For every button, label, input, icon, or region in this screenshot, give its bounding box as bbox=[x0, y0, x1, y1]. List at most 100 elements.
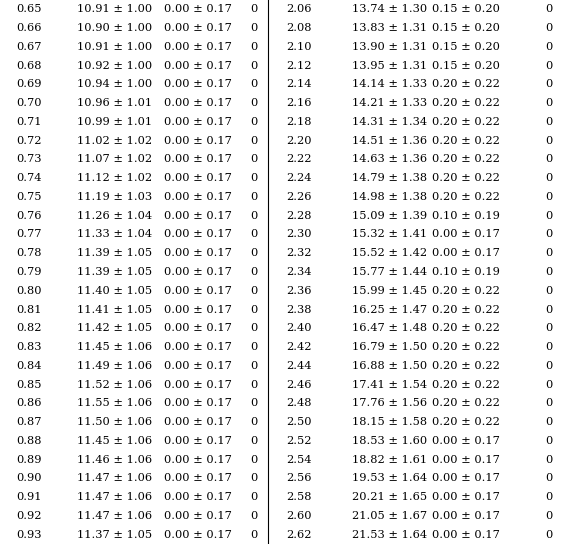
Text: 0: 0 bbox=[251, 492, 258, 502]
Text: 10.90 ± 1.00: 10.90 ± 1.00 bbox=[77, 23, 153, 33]
Text: 0: 0 bbox=[546, 135, 553, 146]
Text: 11.47 ± 1.06: 11.47 ± 1.06 bbox=[77, 473, 153, 484]
Text: 2.06: 2.06 bbox=[287, 4, 312, 14]
Text: 0: 0 bbox=[251, 511, 258, 521]
Text: 2.44: 2.44 bbox=[287, 361, 312, 371]
Text: 0: 0 bbox=[251, 267, 258, 277]
Text: 0.85: 0.85 bbox=[16, 380, 42, 390]
Text: 10.99 ± 1.01: 10.99 ± 1.01 bbox=[77, 117, 153, 127]
Text: 0.00 ± 0.17: 0.00 ± 0.17 bbox=[432, 455, 500, 465]
Text: 0.00 ± 0.17: 0.00 ± 0.17 bbox=[164, 79, 232, 89]
Text: 15.52 ± 1.42: 15.52 ± 1.42 bbox=[352, 248, 427, 258]
Text: 0.20 ± 0.22: 0.20 ± 0.22 bbox=[432, 417, 500, 427]
Text: 0: 0 bbox=[546, 4, 553, 14]
Text: 0.20 ± 0.22: 0.20 ± 0.22 bbox=[432, 135, 500, 146]
Text: 0.72: 0.72 bbox=[16, 135, 42, 146]
Text: 0: 0 bbox=[546, 79, 553, 89]
Text: 2.28: 2.28 bbox=[287, 211, 312, 221]
Text: 0.76: 0.76 bbox=[16, 211, 42, 221]
Text: 0.00 ± 0.17: 0.00 ± 0.17 bbox=[164, 455, 232, 465]
Text: 13.90 ± 1.31: 13.90 ± 1.31 bbox=[352, 42, 427, 52]
Text: 0: 0 bbox=[251, 23, 258, 33]
Text: 0: 0 bbox=[251, 79, 258, 89]
Text: 14.31 ± 1.34: 14.31 ± 1.34 bbox=[352, 117, 427, 127]
Text: 0: 0 bbox=[546, 286, 553, 296]
Text: 0.92: 0.92 bbox=[16, 511, 42, 521]
Text: 11.19 ± 1.03: 11.19 ± 1.03 bbox=[77, 192, 153, 202]
Text: 0: 0 bbox=[546, 117, 553, 127]
Text: 0.00 ± 0.17: 0.00 ± 0.17 bbox=[164, 98, 232, 108]
Text: 0.00 ± 0.17: 0.00 ± 0.17 bbox=[164, 342, 232, 352]
Text: 0.78: 0.78 bbox=[16, 248, 42, 258]
Text: 2.14: 2.14 bbox=[287, 79, 312, 89]
Text: 2.26: 2.26 bbox=[287, 192, 312, 202]
Text: 0.00 ± 0.17: 0.00 ± 0.17 bbox=[432, 436, 500, 446]
Text: 0.20 ± 0.22: 0.20 ± 0.22 bbox=[432, 173, 500, 183]
Text: 0: 0 bbox=[546, 323, 553, 333]
Text: 0.00 ± 0.17: 0.00 ± 0.17 bbox=[164, 323, 232, 333]
Text: 0.20 ± 0.22: 0.20 ± 0.22 bbox=[432, 117, 500, 127]
Text: 0.20 ± 0.22: 0.20 ± 0.22 bbox=[432, 305, 500, 314]
Text: 0: 0 bbox=[251, 117, 258, 127]
Text: 13.74 ± 1.30: 13.74 ± 1.30 bbox=[352, 4, 427, 14]
Text: 0.00 ± 0.17: 0.00 ± 0.17 bbox=[164, 60, 232, 71]
Text: 0: 0 bbox=[546, 211, 553, 221]
Text: 0.80: 0.80 bbox=[16, 286, 42, 296]
Text: 2.22: 2.22 bbox=[287, 154, 312, 164]
Text: 11.41 ± 1.05: 11.41 ± 1.05 bbox=[77, 305, 153, 314]
Text: 0.81: 0.81 bbox=[16, 305, 42, 314]
Text: 0.00 ± 0.17: 0.00 ± 0.17 bbox=[432, 230, 500, 239]
Text: 0.00 ± 0.17: 0.00 ± 0.17 bbox=[432, 511, 500, 521]
Text: 16.88 ± 1.50: 16.88 ± 1.50 bbox=[352, 361, 427, 371]
Text: 10.91 ± 1.00: 10.91 ± 1.00 bbox=[77, 4, 153, 14]
Text: 2.54: 2.54 bbox=[287, 455, 312, 465]
Text: 14.98 ± 1.38: 14.98 ± 1.38 bbox=[352, 192, 427, 202]
Text: 0: 0 bbox=[251, 417, 258, 427]
Text: 0.00 ± 0.17: 0.00 ± 0.17 bbox=[164, 286, 232, 296]
Text: 0: 0 bbox=[251, 398, 258, 409]
Text: 2.50: 2.50 bbox=[287, 417, 312, 427]
Text: 2.08: 2.08 bbox=[287, 23, 312, 33]
Text: 11.33 ± 1.04: 11.33 ± 1.04 bbox=[77, 230, 153, 239]
Text: 14.21 ± 1.33: 14.21 ± 1.33 bbox=[352, 98, 427, 108]
Text: 0: 0 bbox=[251, 248, 258, 258]
Text: 0.65: 0.65 bbox=[16, 4, 42, 14]
Text: 0.00 ± 0.17: 0.00 ± 0.17 bbox=[432, 248, 500, 258]
Text: 11.47 ± 1.06: 11.47 ± 1.06 bbox=[77, 492, 153, 502]
Text: 0.00 ± 0.17: 0.00 ± 0.17 bbox=[164, 4, 232, 14]
Text: 0.82: 0.82 bbox=[16, 323, 42, 333]
Text: 0.20 ± 0.22: 0.20 ± 0.22 bbox=[432, 342, 500, 352]
Text: 11.37 ± 1.05: 11.37 ± 1.05 bbox=[77, 530, 153, 540]
Text: 0.00 ± 0.17: 0.00 ± 0.17 bbox=[164, 398, 232, 409]
Text: 0.15 ± 0.20: 0.15 ± 0.20 bbox=[432, 4, 500, 14]
Text: 0: 0 bbox=[546, 60, 553, 71]
Text: 0.68: 0.68 bbox=[16, 60, 42, 71]
Text: 0.20 ± 0.22: 0.20 ± 0.22 bbox=[432, 98, 500, 108]
Text: 2.16: 2.16 bbox=[287, 98, 312, 108]
Text: 0.00 ± 0.17: 0.00 ± 0.17 bbox=[164, 23, 232, 33]
Text: 0.00 ± 0.17: 0.00 ± 0.17 bbox=[164, 305, 232, 314]
Text: 2.10: 2.10 bbox=[287, 42, 312, 52]
Text: 2.18: 2.18 bbox=[287, 117, 312, 127]
Text: 20.21 ± 1.65: 20.21 ± 1.65 bbox=[352, 492, 427, 502]
Text: 0: 0 bbox=[251, 530, 258, 540]
Text: 0.00 ± 0.17: 0.00 ± 0.17 bbox=[164, 230, 232, 239]
Text: 11.52 ± 1.06: 11.52 ± 1.06 bbox=[77, 380, 153, 390]
Text: 0.20 ± 0.22: 0.20 ± 0.22 bbox=[432, 380, 500, 390]
Text: 0: 0 bbox=[546, 417, 553, 427]
Text: 11.12 ± 1.02: 11.12 ± 1.02 bbox=[77, 173, 153, 183]
Text: 0: 0 bbox=[546, 530, 553, 540]
Text: 0.00 ± 0.17: 0.00 ± 0.17 bbox=[164, 192, 232, 202]
Text: 13.95 ± 1.31: 13.95 ± 1.31 bbox=[352, 60, 427, 71]
Text: 2.42: 2.42 bbox=[287, 342, 312, 352]
Text: 2.34: 2.34 bbox=[287, 267, 312, 277]
Text: 11.39 ± 1.05: 11.39 ± 1.05 bbox=[77, 267, 153, 277]
Text: 15.77 ± 1.44: 15.77 ± 1.44 bbox=[352, 267, 427, 277]
Text: 10.91 ± 1.00: 10.91 ± 1.00 bbox=[77, 42, 153, 52]
Text: 0.69: 0.69 bbox=[16, 79, 42, 89]
Text: 2.40: 2.40 bbox=[287, 323, 312, 333]
Text: 0.84: 0.84 bbox=[16, 361, 42, 371]
Text: 0.93: 0.93 bbox=[16, 530, 42, 540]
Text: 18.53 ± 1.60: 18.53 ± 1.60 bbox=[352, 436, 427, 446]
Text: 2.60: 2.60 bbox=[287, 511, 312, 521]
